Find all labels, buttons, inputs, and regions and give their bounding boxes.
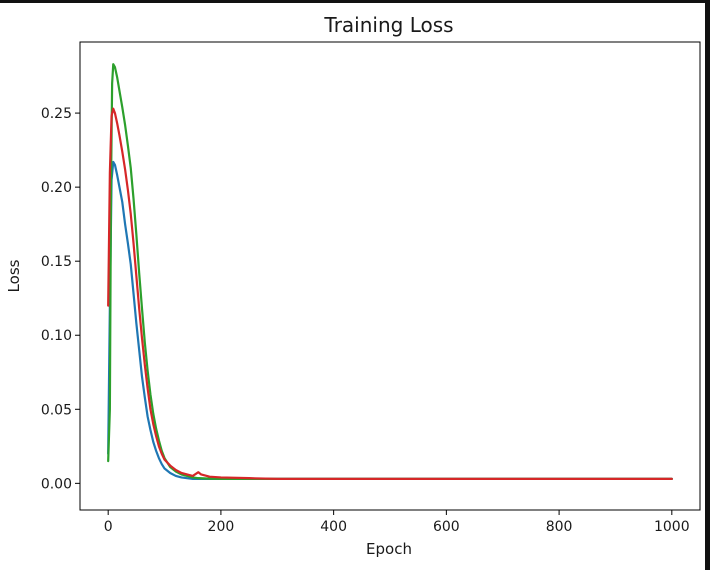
y-tick-label: 0.00 [41, 476, 72, 492]
y-tick-label: 0.05 [41, 402, 72, 418]
x-tick-label: 400 [320, 519, 347, 535]
x-axis-ticks: 0 200 400 600 800 1000 [104, 510, 690, 535]
y-tick-label: 0.10 [41, 328, 72, 344]
y-axis-label: Loss [5, 259, 23, 292]
x-tick-label: 200 [208, 519, 235, 535]
chart-title: Training Loss [323, 13, 453, 37]
x-tick-label: 0 [104, 519, 113, 535]
x-tick-label: 600 [433, 519, 460, 535]
y-axis-ticks: 0.00 0.05 0.10 0.15 0.20 0.25 [41, 106, 80, 492]
top-border [0, 0, 710, 3]
right-border [705, 0, 710, 570]
plot-area [79, 41, 701, 511]
x-tick-label: 800 [546, 519, 573, 535]
series-layer [107, 63, 673, 480]
series-line-3 [107, 107, 673, 480]
plot-frame [79, 41, 701, 511]
y-tick-label: 0.25 [41, 106, 72, 122]
x-axis-label: Epoch [366, 540, 412, 558]
y-tick-label: 0.20 [41, 180, 72, 196]
y-tick-label: 0.15 [41, 254, 72, 270]
x-tick-label: 1000 [654, 519, 690, 535]
